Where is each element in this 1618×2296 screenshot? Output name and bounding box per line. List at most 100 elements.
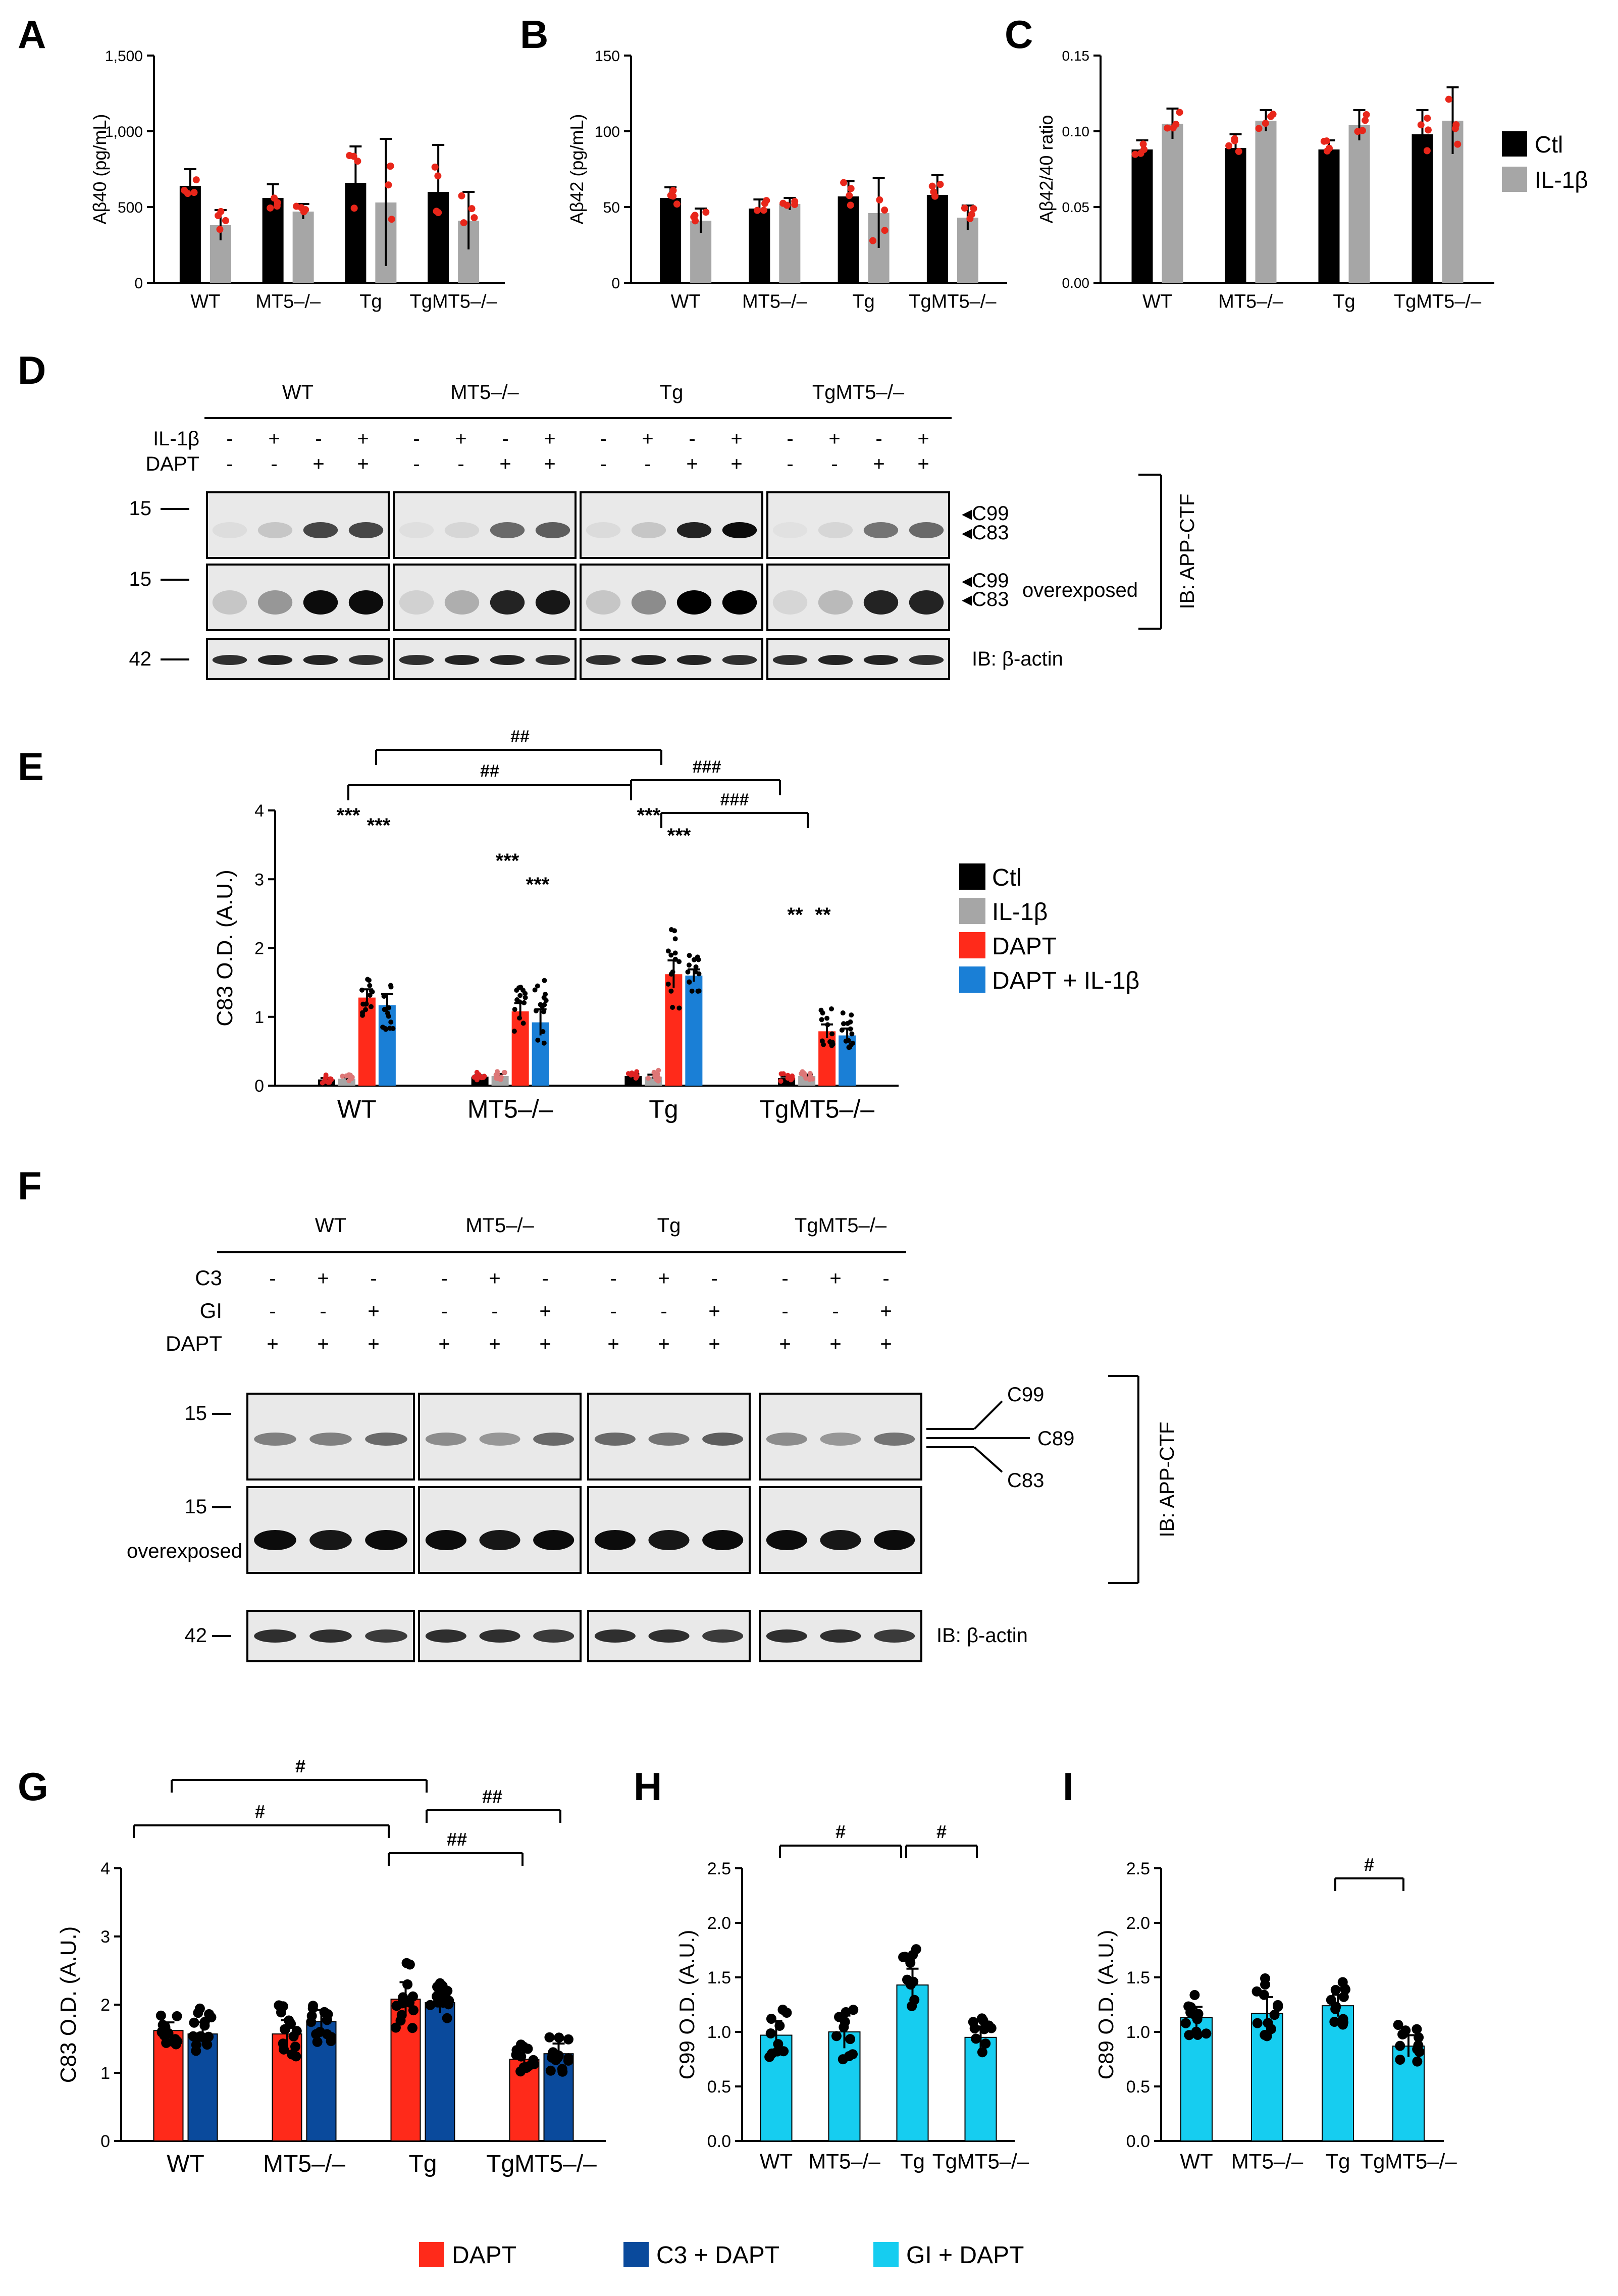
data-point xyxy=(881,207,889,214)
data-point xyxy=(367,983,373,988)
data-point xyxy=(538,1002,543,1007)
blot-d-c83 xyxy=(206,491,390,559)
band xyxy=(766,1433,807,1446)
mw-marker: 42 xyxy=(185,1624,207,1647)
blot-f-overexposed xyxy=(246,1486,415,1574)
band xyxy=(702,1629,744,1643)
band xyxy=(820,1530,861,1550)
data-point xyxy=(1189,1989,1200,2000)
band xyxy=(874,1433,915,1446)
data-point xyxy=(1412,2056,1423,2067)
y-tick-label: 4 xyxy=(254,801,264,821)
x-tick-label: Tg xyxy=(408,2151,437,2177)
blot-f-actin xyxy=(418,1610,582,1662)
data-point xyxy=(395,2015,406,2026)
band xyxy=(399,655,434,665)
data-point xyxy=(188,2031,198,2042)
lane-sign: + xyxy=(708,1333,720,1355)
data-point xyxy=(388,216,395,223)
lane-sign: + xyxy=(730,453,742,475)
data-point xyxy=(651,1069,657,1075)
lane-sign: - xyxy=(491,1300,498,1322)
band xyxy=(535,655,570,665)
y-tick-label: 0 xyxy=(100,2132,110,2151)
data-point xyxy=(848,1026,853,1032)
data-point xyxy=(685,969,691,975)
blot-d-overexposed xyxy=(393,564,577,631)
data-point xyxy=(646,1076,651,1081)
band xyxy=(772,655,808,665)
data-point xyxy=(1231,135,1238,142)
blot-row-label: GI xyxy=(200,1299,222,1322)
band xyxy=(863,590,899,615)
lane-sign: - xyxy=(610,1267,616,1290)
lane-sign: + xyxy=(730,428,742,450)
data-point xyxy=(471,214,478,222)
y-tick-label: 0.05 xyxy=(1062,199,1090,215)
data-point xyxy=(1139,140,1147,148)
x-tick-label: TgMT5–/– xyxy=(909,291,997,313)
data-point xyxy=(502,1069,507,1075)
lane-sign: - xyxy=(413,453,420,475)
data-point xyxy=(511,1029,517,1034)
data-point xyxy=(322,2015,332,2025)
data-point xyxy=(434,172,442,180)
band xyxy=(909,655,944,665)
data-point xyxy=(986,2023,997,2033)
bar xyxy=(660,198,682,283)
data-point xyxy=(279,2044,289,2055)
band xyxy=(818,655,853,665)
data-point xyxy=(542,1002,547,1007)
data-point xyxy=(1397,2029,1408,2039)
band xyxy=(676,655,712,665)
band xyxy=(586,590,621,615)
band xyxy=(303,522,338,538)
data-point xyxy=(288,2031,299,2042)
data-point xyxy=(849,1012,854,1018)
x-tick-label: MT5–/– xyxy=(467,1095,553,1124)
blot-f-ctf xyxy=(246,1393,415,1481)
band xyxy=(444,522,480,538)
data-point xyxy=(971,2033,981,2044)
significance-mark: *** xyxy=(637,804,661,827)
y-axis-label: C83 O.D. (A.U.) xyxy=(56,1926,81,2083)
data-point xyxy=(1190,2010,1201,2021)
data-point xyxy=(908,1950,918,1960)
band xyxy=(676,590,712,615)
data-point xyxy=(1395,2040,1405,2051)
data-point xyxy=(363,1007,369,1012)
band xyxy=(444,655,480,665)
data-point xyxy=(876,196,883,203)
band xyxy=(257,655,293,665)
legend-swatch xyxy=(873,2242,899,2267)
blot-d-actin xyxy=(393,638,577,680)
lane-sign: + xyxy=(312,453,324,475)
legend-label: IL-1β xyxy=(1535,167,1588,193)
lane-sign: + xyxy=(779,1333,791,1355)
band xyxy=(365,1530,407,1550)
y-tick-label: 1 xyxy=(254,1008,264,1027)
lane-sign: + xyxy=(544,428,555,450)
band xyxy=(303,590,338,615)
data-point xyxy=(846,1038,851,1043)
data-point xyxy=(387,162,394,170)
blot-d-actin xyxy=(766,638,950,680)
data-point xyxy=(1359,127,1366,134)
y-tick-label: 1 xyxy=(100,2064,110,2083)
significance-mark: ** xyxy=(787,904,803,926)
data-point xyxy=(217,208,225,215)
x-tick-label: Tg xyxy=(1325,2149,1350,2173)
significance-mark: ### xyxy=(720,790,749,809)
data-point xyxy=(841,2007,851,2017)
data-point xyxy=(172,2011,182,2021)
data-point xyxy=(1235,147,1242,155)
overexposed-label: overexposed xyxy=(127,1540,242,1562)
blot-f-actin xyxy=(246,1610,415,1662)
data-point xyxy=(1255,125,1263,132)
blot-d-actin xyxy=(580,638,763,680)
data-point xyxy=(819,1017,824,1023)
blot-group-label: MT5–/– xyxy=(465,1214,534,1237)
data-point xyxy=(442,2013,452,2023)
data-point xyxy=(293,202,300,210)
legend-label: DAPT xyxy=(992,933,1057,960)
